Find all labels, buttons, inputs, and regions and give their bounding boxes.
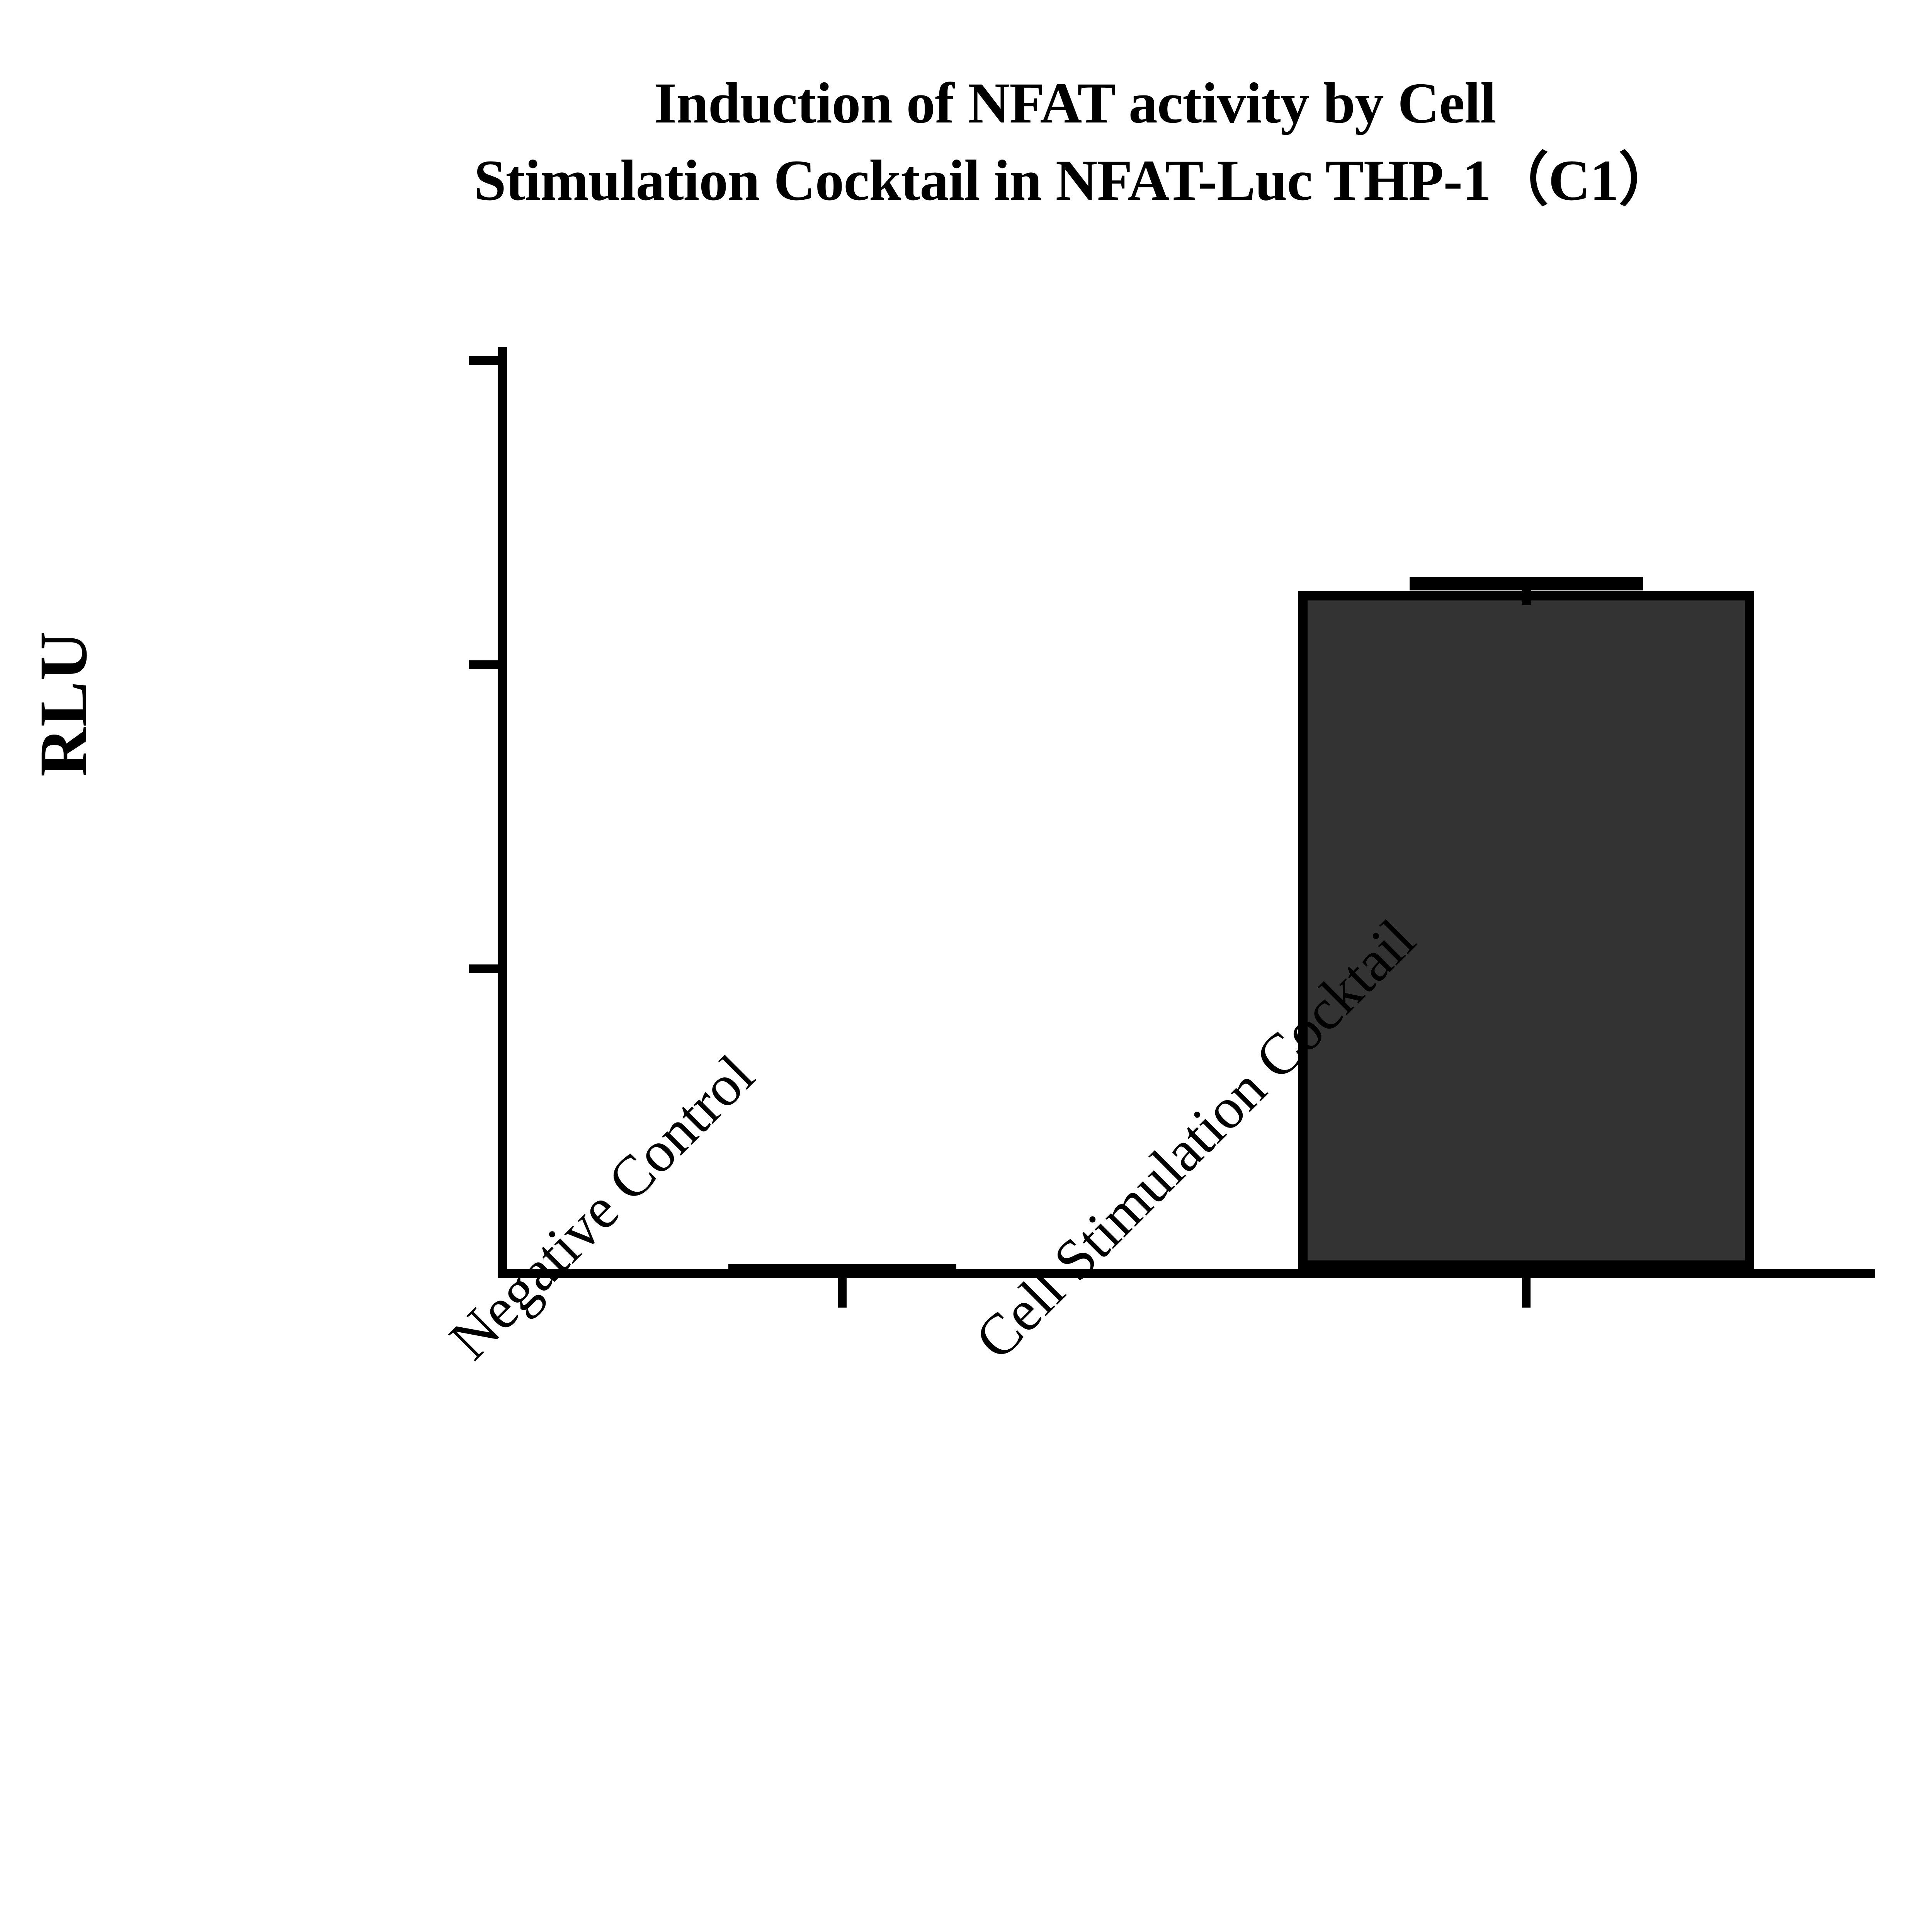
x-axis-line [498,1269,1875,1278]
chart-title-line-1: Induction of NFAT activity by Cell [654,71,1497,135]
x-axis-label-negative-control: Negative Control [437,1043,766,1372]
chart-title-line-2: Stimulation Cocktail in NFAT-Luc THP-1（C… [474,148,1676,213]
y-tick-label-1500000: 1500000 [1692,331,1932,390]
bar-negative-control [728,1264,956,1274]
x-tick-cell-stimulation-cocktail [1522,1277,1531,1308]
x-tick-negative-control [838,1277,847,1308]
y-axis-line [498,347,507,1278]
bar-cell-stimulation-cocktail [1298,591,1754,1270]
y-tick-500000 [469,964,498,973]
y-tick-1000000 [469,660,498,669]
chart-title: Induction of NFAT activity by Cell Stimu… [0,65,1932,219]
y-axis-title: RLU [26,631,101,777]
y-tick-1500000 [469,356,498,365]
error-bar-cap-cell-stimulation-cocktail [1410,577,1643,590]
